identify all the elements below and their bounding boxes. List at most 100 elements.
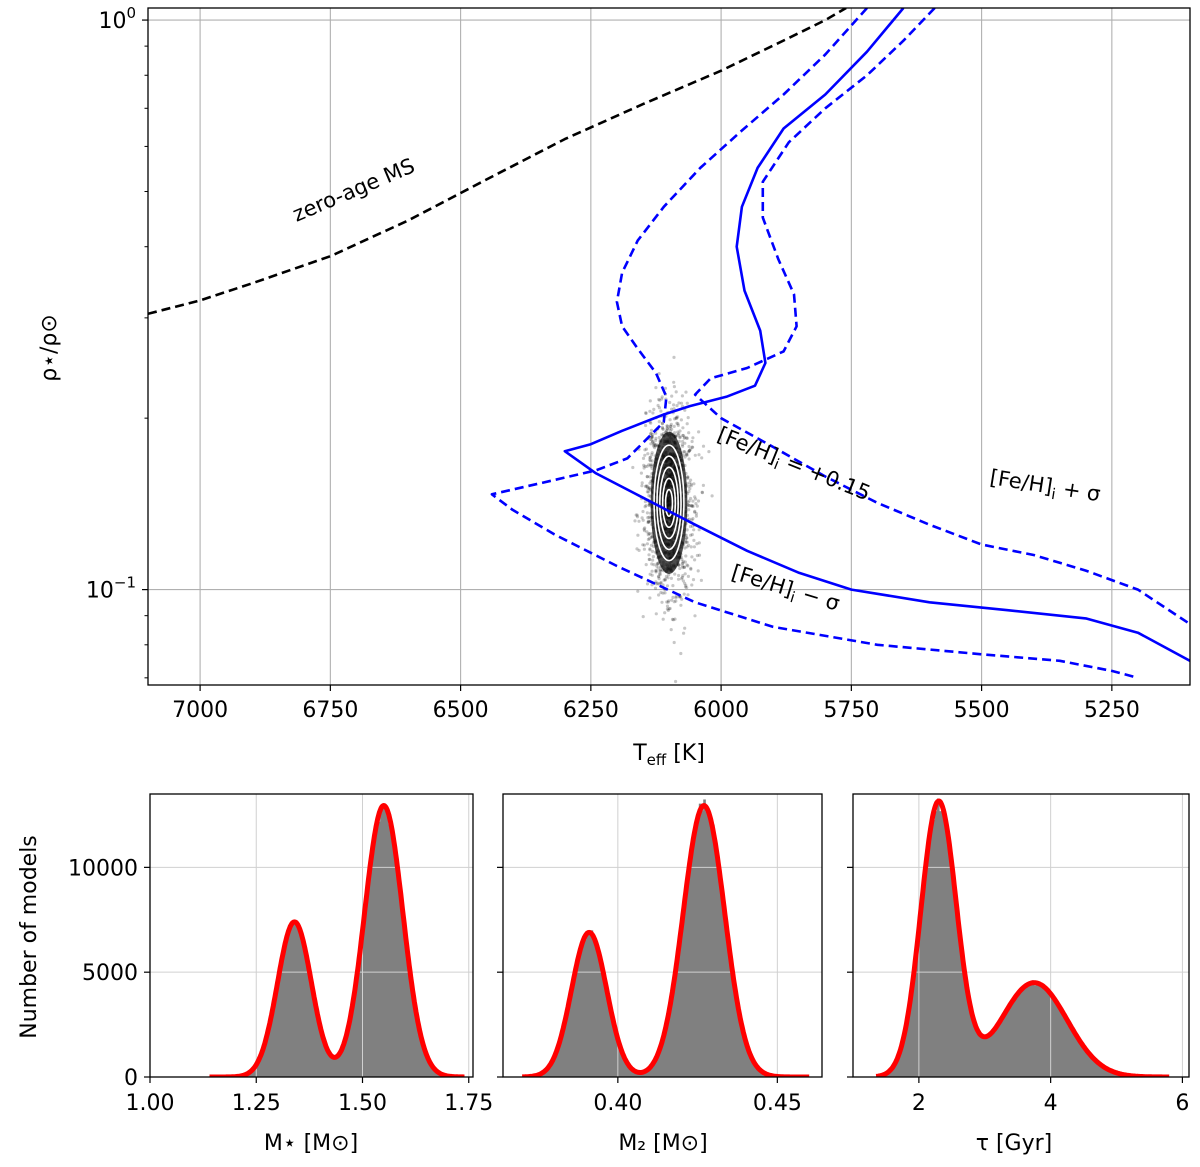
posterior-point [689,566,693,570]
posterior-point [641,509,645,514]
hist-bar [546,1068,550,1077]
posterior-point [663,591,667,595]
posterior-point [648,572,652,576]
posterior-point [678,429,682,433]
hist-bar [366,892,369,1077]
hist-bar [1015,996,1019,1077]
hist-bar [1072,1030,1075,1077]
posterior-point [669,628,673,632]
hist-bar [295,926,299,1077]
hist-bar [957,918,960,1077]
posterior-point [666,576,670,580]
posterior-point [689,567,693,571]
posterior-point [676,422,680,426]
hist-bar [356,967,359,1077]
posterior-point [654,568,658,573]
hist-bar [656,1053,660,1077]
posterior-point [682,450,686,454]
hist-bar [1054,1001,1057,1077]
hist-bar [581,942,585,1077]
posterior-point [647,553,651,557]
posterior-point [650,434,654,438]
posterior-point [685,563,689,567]
hist-bar [912,980,915,1077]
posterior-point [691,578,696,582]
posterior-point [672,385,677,389]
posterior-point [671,618,676,622]
hist-bar [712,824,715,1077]
posterior-point [687,449,691,453]
hist-bar [325,1047,328,1077]
posterior-point [657,593,661,597]
track-feh-plus-sigma [693,8,1190,626]
posterior-point [681,561,685,565]
hist-bar [749,1056,753,1077]
hist-bar [634,1071,638,1077]
hist-bar [909,995,913,1077]
posterior-point [640,481,644,485]
posterior-point [685,453,689,457]
hist-bar [936,798,940,1077]
posterior-point [675,404,679,408]
posterior-point [683,585,688,589]
hist-bar [561,1028,565,1077]
posterior-point [642,466,646,470]
posterior-point [657,582,661,586]
posterior-point [654,612,658,616]
posterior-point [651,432,655,436]
hist-m2-x-label: M₂ [M⊙] [618,1131,707,1156]
posterior-point [697,430,701,434]
hist-bar [740,1025,744,1077]
hist-bar [319,1028,322,1077]
posterior-point [683,455,687,459]
posterior-point [644,447,649,451]
hist-bar [313,998,316,1077]
posterior-point [684,536,689,540]
x-tick-label: 6000 [693,698,749,723]
hist-bar [315,1010,318,1077]
hist-bar [1011,1003,1015,1077]
hist-bar [689,856,693,1077]
hist-bar [898,1051,902,1077]
hist-bar [586,932,589,1077]
hist-bar [301,939,305,1077]
posterior-point [656,566,660,570]
posterior-point [672,380,676,384]
hist-bar [346,1031,350,1077]
hist-bar [364,905,367,1077]
posterior-point [682,565,686,569]
hist-bar [986,1037,990,1077]
posterior-point [671,595,675,600]
hist-frame [852,793,1190,1078]
hist-bar [1029,985,1033,1077]
posterior-point [648,458,652,462]
hist-bar [272,1003,275,1077]
hist-bar [694,830,698,1077]
hist-bar [1110,1070,1114,1077]
posterior-point [691,445,695,449]
hist-bar [331,1056,334,1077]
hist-bar [417,1024,420,1077]
posterior-point [660,395,664,399]
posterior-point [680,562,685,566]
hist-bar [311,986,314,1077]
hist-bar [429,1062,432,1077]
hist-bar [568,996,572,1077]
hist-bar [393,851,397,1077]
posterior-point [644,484,648,488]
hist-bar [661,1039,664,1077]
posterior-point [683,435,687,439]
hist-bar [970,1014,974,1077]
hist-bar [745,1044,748,1077]
posterior-point [658,572,662,577]
hist-bar [630,1068,633,1077]
hist-bar [299,929,303,1077]
posterior-point [646,452,650,456]
posterior-point [690,555,694,559]
hist-bar [1051,994,1055,1077]
hist-bar [395,864,399,1077]
posterior-point [689,447,693,451]
hist-bar [948,849,951,1077]
posterior-point [664,574,669,579]
hist-bar [939,811,942,1077]
